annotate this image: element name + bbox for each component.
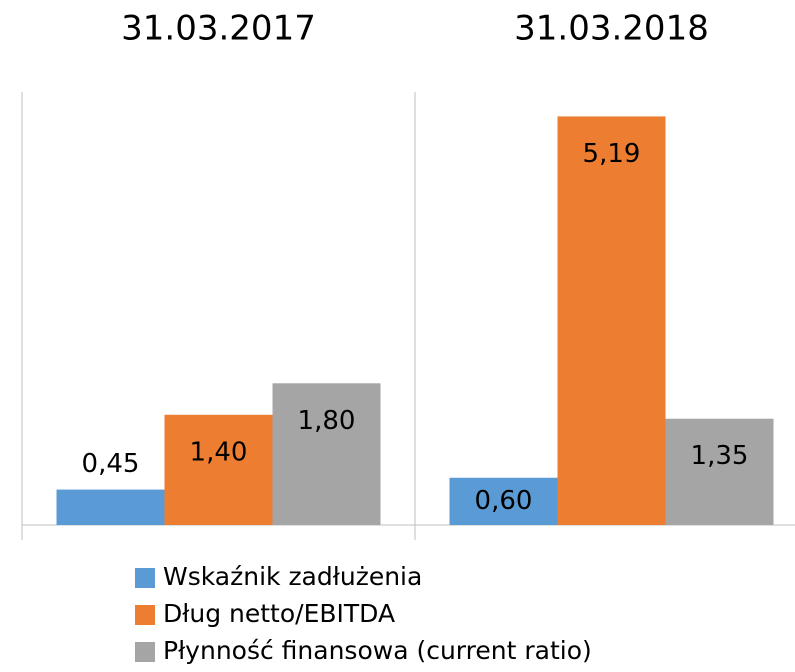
category-label: 31.03.2017 xyxy=(121,9,316,49)
data-label: 5,19 xyxy=(583,139,641,169)
data-label: 0,60 xyxy=(475,486,533,516)
bar xyxy=(665,418,774,525)
legend-swatch xyxy=(135,642,155,662)
bar xyxy=(557,116,666,525)
data-label: 1,80 xyxy=(298,406,356,436)
data-label: 0,45 xyxy=(82,449,140,479)
legend-swatch xyxy=(135,568,155,588)
data-label: 1,40 xyxy=(190,437,248,467)
bar xyxy=(449,477,558,525)
legend-label: Płynność finansowa (current ratio) xyxy=(163,636,592,665)
data-label: 1,35 xyxy=(691,441,749,471)
bar xyxy=(56,489,165,525)
legend-label: Wskaźnik zadłużenia xyxy=(163,562,422,591)
category-label: 31.03.2018 xyxy=(514,9,709,49)
legend-swatch xyxy=(135,605,155,625)
bar xyxy=(164,414,273,525)
bar xyxy=(272,383,381,525)
legend-label: Dług netto/EBITDA xyxy=(163,599,395,628)
